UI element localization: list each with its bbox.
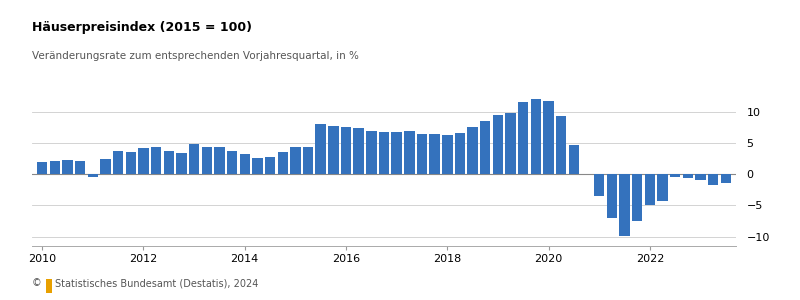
Bar — [467, 128, 478, 174]
Bar — [189, 144, 199, 174]
Bar — [126, 152, 136, 174]
Bar — [151, 147, 162, 174]
Bar — [619, 174, 630, 236]
Bar — [62, 160, 73, 174]
Bar — [278, 152, 288, 174]
Bar — [315, 124, 326, 174]
Bar — [75, 160, 86, 174]
Bar — [454, 133, 465, 174]
Bar — [214, 147, 225, 174]
Bar — [100, 159, 110, 174]
Bar — [404, 131, 414, 174]
Bar — [480, 121, 490, 174]
Bar — [328, 126, 338, 174]
Bar — [87, 174, 98, 177]
Bar — [518, 103, 529, 174]
Bar — [695, 174, 706, 181]
Bar — [417, 134, 427, 174]
Bar — [341, 128, 351, 174]
Bar — [645, 174, 655, 206]
Text: ©: © — [32, 278, 42, 288]
Bar — [113, 151, 123, 174]
Text: Statistisches Bundesamt (Destatis), 2024: Statistisches Bundesamt (Destatis), 2024 — [55, 278, 258, 288]
Bar — [50, 161, 60, 174]
Bar — [138, 148, 149, 174]
Bar — [530, 99, 541, 174]
Bar — [569, 145, 579, 174]
Bar — [556, 116, 566, 174]
Bar — [391, 132, 402, 174]
Bar — [658, 174, 668, 201]
Bar — [202, 147, 212, 174]
Bar — [632, 174, 642, 221]
Bar — [721, 174, 731, 183]
Bar — [163, 151, 174, 174]
Bar — [493, 115, 503, 174]
Text: Veränderungsrate zum entsprechenden Vorjahresquartal, in %: Veränderungsrate zum entsprechenden Vorj… — [32, 51, 359, 61]
Bar — [227, 151, 238, 174]
Bar — [682, 174, 693, 178]
Bar — [265, 157, 275, 174]
Bar — [430, 134, 440, 174]
Bar — [594, 174, 605, 196]
Bar — [239, 154, 250, 174]
Bar — [506, 113, 516, 174]
Bar — [670, 174, 681, 177]
Bar — [442, 135, 453, 174]
Bar — [708, 174, 718, 185]
Bar — [379, 132, 389, 174]
Text: Häuserpreisindex (2015 = 100): Häuserpreisindex (2015 = 100) — [32, 21, 252, 34]
Bar — [543, 101, 554, 174]
Bar — [176, 153, 186, 174]
Bar — [252, 158, 262, 174]
Bar — [354, 128, 364, 174]
Bar — [290, 147, 301, 174]
Bar — [303, 147, 314, 174]
Bar — [37, 162, 47, 174]
Bar — [606, 174, 617, 218]
Bar — [366, 131, 377, 174]
